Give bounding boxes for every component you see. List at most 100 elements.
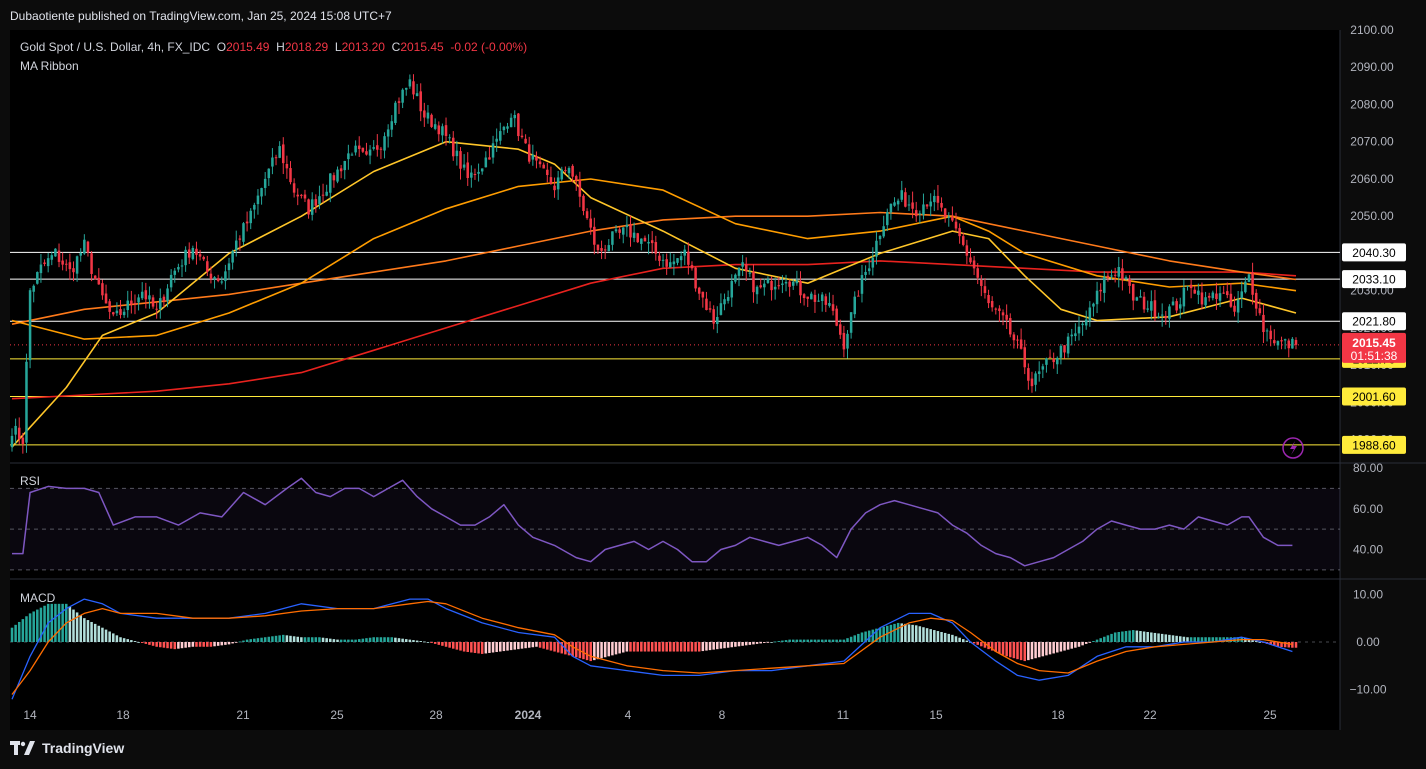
candle-down bbox=[697, 287, 701, 294]
alert-icon[interactable] bbox=[1282, 437, 1304, 459]
candle-up bbox=[343, 160, 347, 171]
macd-histogram-bar bbox=[1182, 636, 1186, 642]
macd-histogram-bar bbox=[459, 642, 462, 651]
macd-histogram-bar bbox=[893, 623, 896, 642]
macd-histogram-bar bbox=[329, 638, 332, 642]
macd-histogram-bar bbox=[860, 632, 864, 642]
macd-histogram-bar bbox=[549, 642, 553, 651]
macd-histogram-bar bbox=[1150, 632, 1153, 642]
candle-up bbox=[79, 252, 82, 256]
macd-histogram-bar bbox=[1247, 639, 1251, 642]
candle-up bbox=[260, 188, 263, 197]
candle-down bbox=[21, 437, 25, 444]
macd-histogram-bar bbox=[600, 642, 603, 659]
macd-histogram-bar bbox=[585, 642, 589, 661]
macd-histogram-bar bbox=[466, 642, 469, 653]
candle-up bbox=[632, 232, 636, 238]
candle-down bbox=[708, 308, 712, 310]
macd-histogram-bar bbox=[238, 641, 242, 643]
candle-up bbox=[368, 149, 372, 156]
macd-histogram-bar bbox=[535, 642, 538, 647]
macd-histogram-bar bbox=[531, 642, 535, 648]
rsi-label[interactable]: RSI bbox=[20, 474, 41, 488]
macd-histogram-bar bbox=[983, 642, 987, 648]
macd-histogram-bar bbox=[448, 642, 451, 648]
tradingview-logo[interactable]: TradingView bbox=[10, 740, 124, 756]
candle-up bbox=[213, 277, 216, 280]
candle-down bbox=[57, 250, 61, 262]
candle-up bbox=[849, 312, 853, 333]
candle-up bbox=[1077, 326, 1081, 334]
candle-down bbox=[835, 308, 838, 326]
macd-histogram-bar bbox=[278, 635, 281, 642]
price-tick-label: 2090.00 bbox=[1350, 60, 1394, 74]
macd-histogram-bar bbox=[625, 642, 629, 652]
candle-up bbox=[484, 157, 488, 168]
macd-histogram-bar bbox=[75, 612, 79, 642]
candle-up bbox=[860, 275, 864, 294]
macd-histogram-bar bbox=[878, 627, 882, 642]
symbol-legend[interactable]: Gold Spot / U.S. Dollar, 4h, FX_IDC O201… bbox=[20, 40, 527, 54]
macd-histogram-bar bbox=[187, 642, 191, 648]
macd-histogram-bar bbox=[737, 642, 741, 647]
macd-histogram-bar bbox=[1276, 642, 1280, 647]
candle-up bbox=[350, 154, 354, 156]
candle-down bbox=[332, 175, 336, 181]
candle-down bbox=[629, 224, 632, 238]
candle-down bbox=[954, 221, 958, 229]
rsi-pane bbox=[10, 477, 1340, 571]
macd-histogram-bar bbox=[567, 642, 571, 656]
macd-histogram-bar bbox=[1009, 642, 1012, 658]
candle-down bbox=[296, 194, 299, 197]
macd-histogram-bar bbox=[1016, 642, 1019, 660]
macd-histogram-bar bbox=[1139, 631, 1142, 642]
macd-histogram-bar bbox=[831, 639, 835, 642]
candle-down bbox=[195, 248, 198, 255]
macd-histogram-bar bbox=[574, 642, 578, 658]
macd-histogram-bar bbox=[419, 641, 422, 642]
macd-histogram-bar bbox=[231, 642, 234, 644]
macd-label[interactable]: MACD bbox=[20, 591, 56, 605]
macd-histogram-bar bbox=[621, 642, 625, 653]
price-axis[interactable]: 2100.00 2090.00 2080.00 2070.00 2060.00 2050.… bbox=[1342, 23, 1406, 697]
rsi-tick-label: 80.00 bbox=[1353, 461, 1383, 475]
macd-histogram-bar bbox=[517, 642, 520, 650]
macd-histogram-bar bbox=[835, 639, 838, 642]
candle-down bbox=[1142, 296, 1146, 310]
macd-histogram-bar bbox=[1095, 639, 1099, 642]
candle-up bbox=[408, 79, 412, 87]
macd-histogram-bar bbox=[263, 637, 267, 642]
macd-histogram-bar bbox=[462, 642, 466, 652]
indicator-ma-ribbon-label[interactable]: MA Ribbon bbox=[20, 59, 79, 73]
macd-histogram-bar bbox=[918, 626, 922, 642]
candle-down bbox=[799, 280, 802, 296]
candle-down bbox=[701, 291, 705, 298]
candle-down bbox=[1005, 314, 1008, 320]
macd-histogram-bar bbox=[607, 642, 611, 657]
macd-histogram-bar bbox=[1146, 631, 1149, 642]
candle-up bbox=[253, 204, 256, 210]
candle-up bbox=[1265, 330, 1269, 332]
time-tick-label: 8 bbox=[719, 708, 726, 722]
macd-histogram-bar bbox=[998, 642, 1001, 654]
macd-histogram-bar bbox=[867, 630, 871, 642]
candle-down bbox=[289, 168, 292, 183]
macd-histogram-bar bbox=[520, 642, 524, 649]
macd-histogram-bar bbox=[86, 620, 90, 642]
macd-histogram-bar bbox=[130, 640, 133, 642]
candle-down bbox=[527, 144, 531, 162]
macd-histogram-bar bbox=[1113, 632, 1117, 642]
macd-histogram-bar bbox=[292, 636, 296, 642]
candle-up bbox=[784, 281, 788, 284]
macd-histogram-bar bbox=[1218, 637, 1222, 642]
macd-histogram-bar bbox=[491, 642, 495, 653]
time-axis[interactable]: 14 18 21 25 28 2024 4 8 11 15 18 22 25 bbox=[23, 708, 1277, 722]
candle-down bbox=[198, 254, 202, 257]
macd-histogram-bar bbox=[25, 616, 28, 642]
macd-histogram-bar bbox=[694, 642, 697, 652]
candle-up bbox=[893, 202, 896, 206]
candle-down bbox=[961, 236, 965, 245]
macd-histogram-bar bbox=[542, 642, 545, 649]
macd-histogram-bar bbox=[589, 642, 592, 662]
